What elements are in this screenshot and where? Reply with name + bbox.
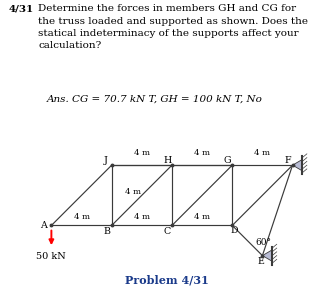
Text: G: G [224,156,231,165]
Text: 4 m: 4 m [194,213,210,221]
Text: 60°: 60° [256,238,272,247]
Polygon shape [262,250,272,261]
Text: A: A [40,221,47,230]
Text: 4/31: 4/31 [8,4,34,13]
Text: Problem 4/31: Problem 4/31 [125,274,208,285]
Text: E: E [257,258,264,267]
Text: H: H [163,156,171,165]
Text: 4 m: 4 m [254,149,270,157]
Text: D: D [231,226,238,235]
Text: C: C [164,227,171,236]
Polygon shape [293,159,302,171]
Text: F: F [285,156,291,165]
Text: 4 m: 4 m [125,188,141,196]
Text: 50 kN: 50 kN [36,252,66,261]
Text: 4 m: 4 m [194,149,210,157]
Text: B: B [104,227,111,236]
Text: 4 m: 4 m [134,149,150,157]
Text: 4 m: 4 m [74,213,90,221]
Text: 4 m: 4 m [134,213,150,221]
Text: Ans. CG = 70.7 kN T, GH = 100 kN T, No: Ans. CG = 70.7 kN T, GH = 100 kN T, No [47,95,262,104]
Text: J: J [104,156,108,165]
Text: Determine the forces in members GH and CG for
the truss loaded and supported as : Determine the forces in members GH and C… [38,4,308,50]
